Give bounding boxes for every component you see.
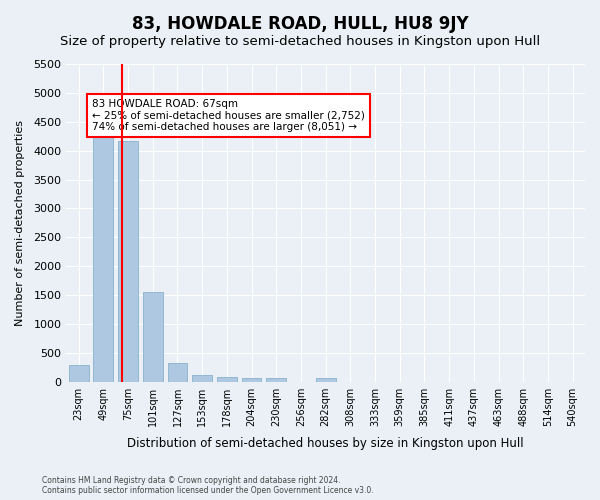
Text: 83, HOWDALE ROAD, HULL, HU8 9JY: 83, HOWDALE ROAD, HULL, HU8 9JY	[131, 15, 469, 33]
Bar	[316, 378, 335, 382]
Bar	[217, 378, 237, 382]
X-axis label: Distribution of semi-detached houses by size in Kingston upon Hull: Distribution of semi-detached houses by …	[127, 437, 524, 450]
Y-axis label: Number of semi-detached properties: Number of semi-detached properties	[15, 120, 25, 326]
Text: Size of property relative to semi-detached houses in Kingston upon Hull: Size of property relative to semi-detach…	[60, 35, 540, 48]
Bar	[266, 378, 286, 382]
Bar	[143, 292, 163, 382]
Bar	[94, 126, 113, 382]
Bar	[242, 378, 262, 382]
Bar	[118, 142, 138, 382]
Bar	[192, 374, 212, 382]
Text: Contains HM Land Registry data © Crown copyright and database right 2024.
Contai: Contains HM Land Registry data © Crown c…	[42, 476, 374, 495]
Bar	[69, 366, 89, 382]
Bar	[167, 363, 187, 382]
Text: 83 HOWDALE ROAD: 67sqm
← 25% of semi-detached houses are smaller (2,752)
74% of : 83 HOWDALE ROAD: 67sqm ← 25% of semi-det…	[92, 99, 365, 132]
